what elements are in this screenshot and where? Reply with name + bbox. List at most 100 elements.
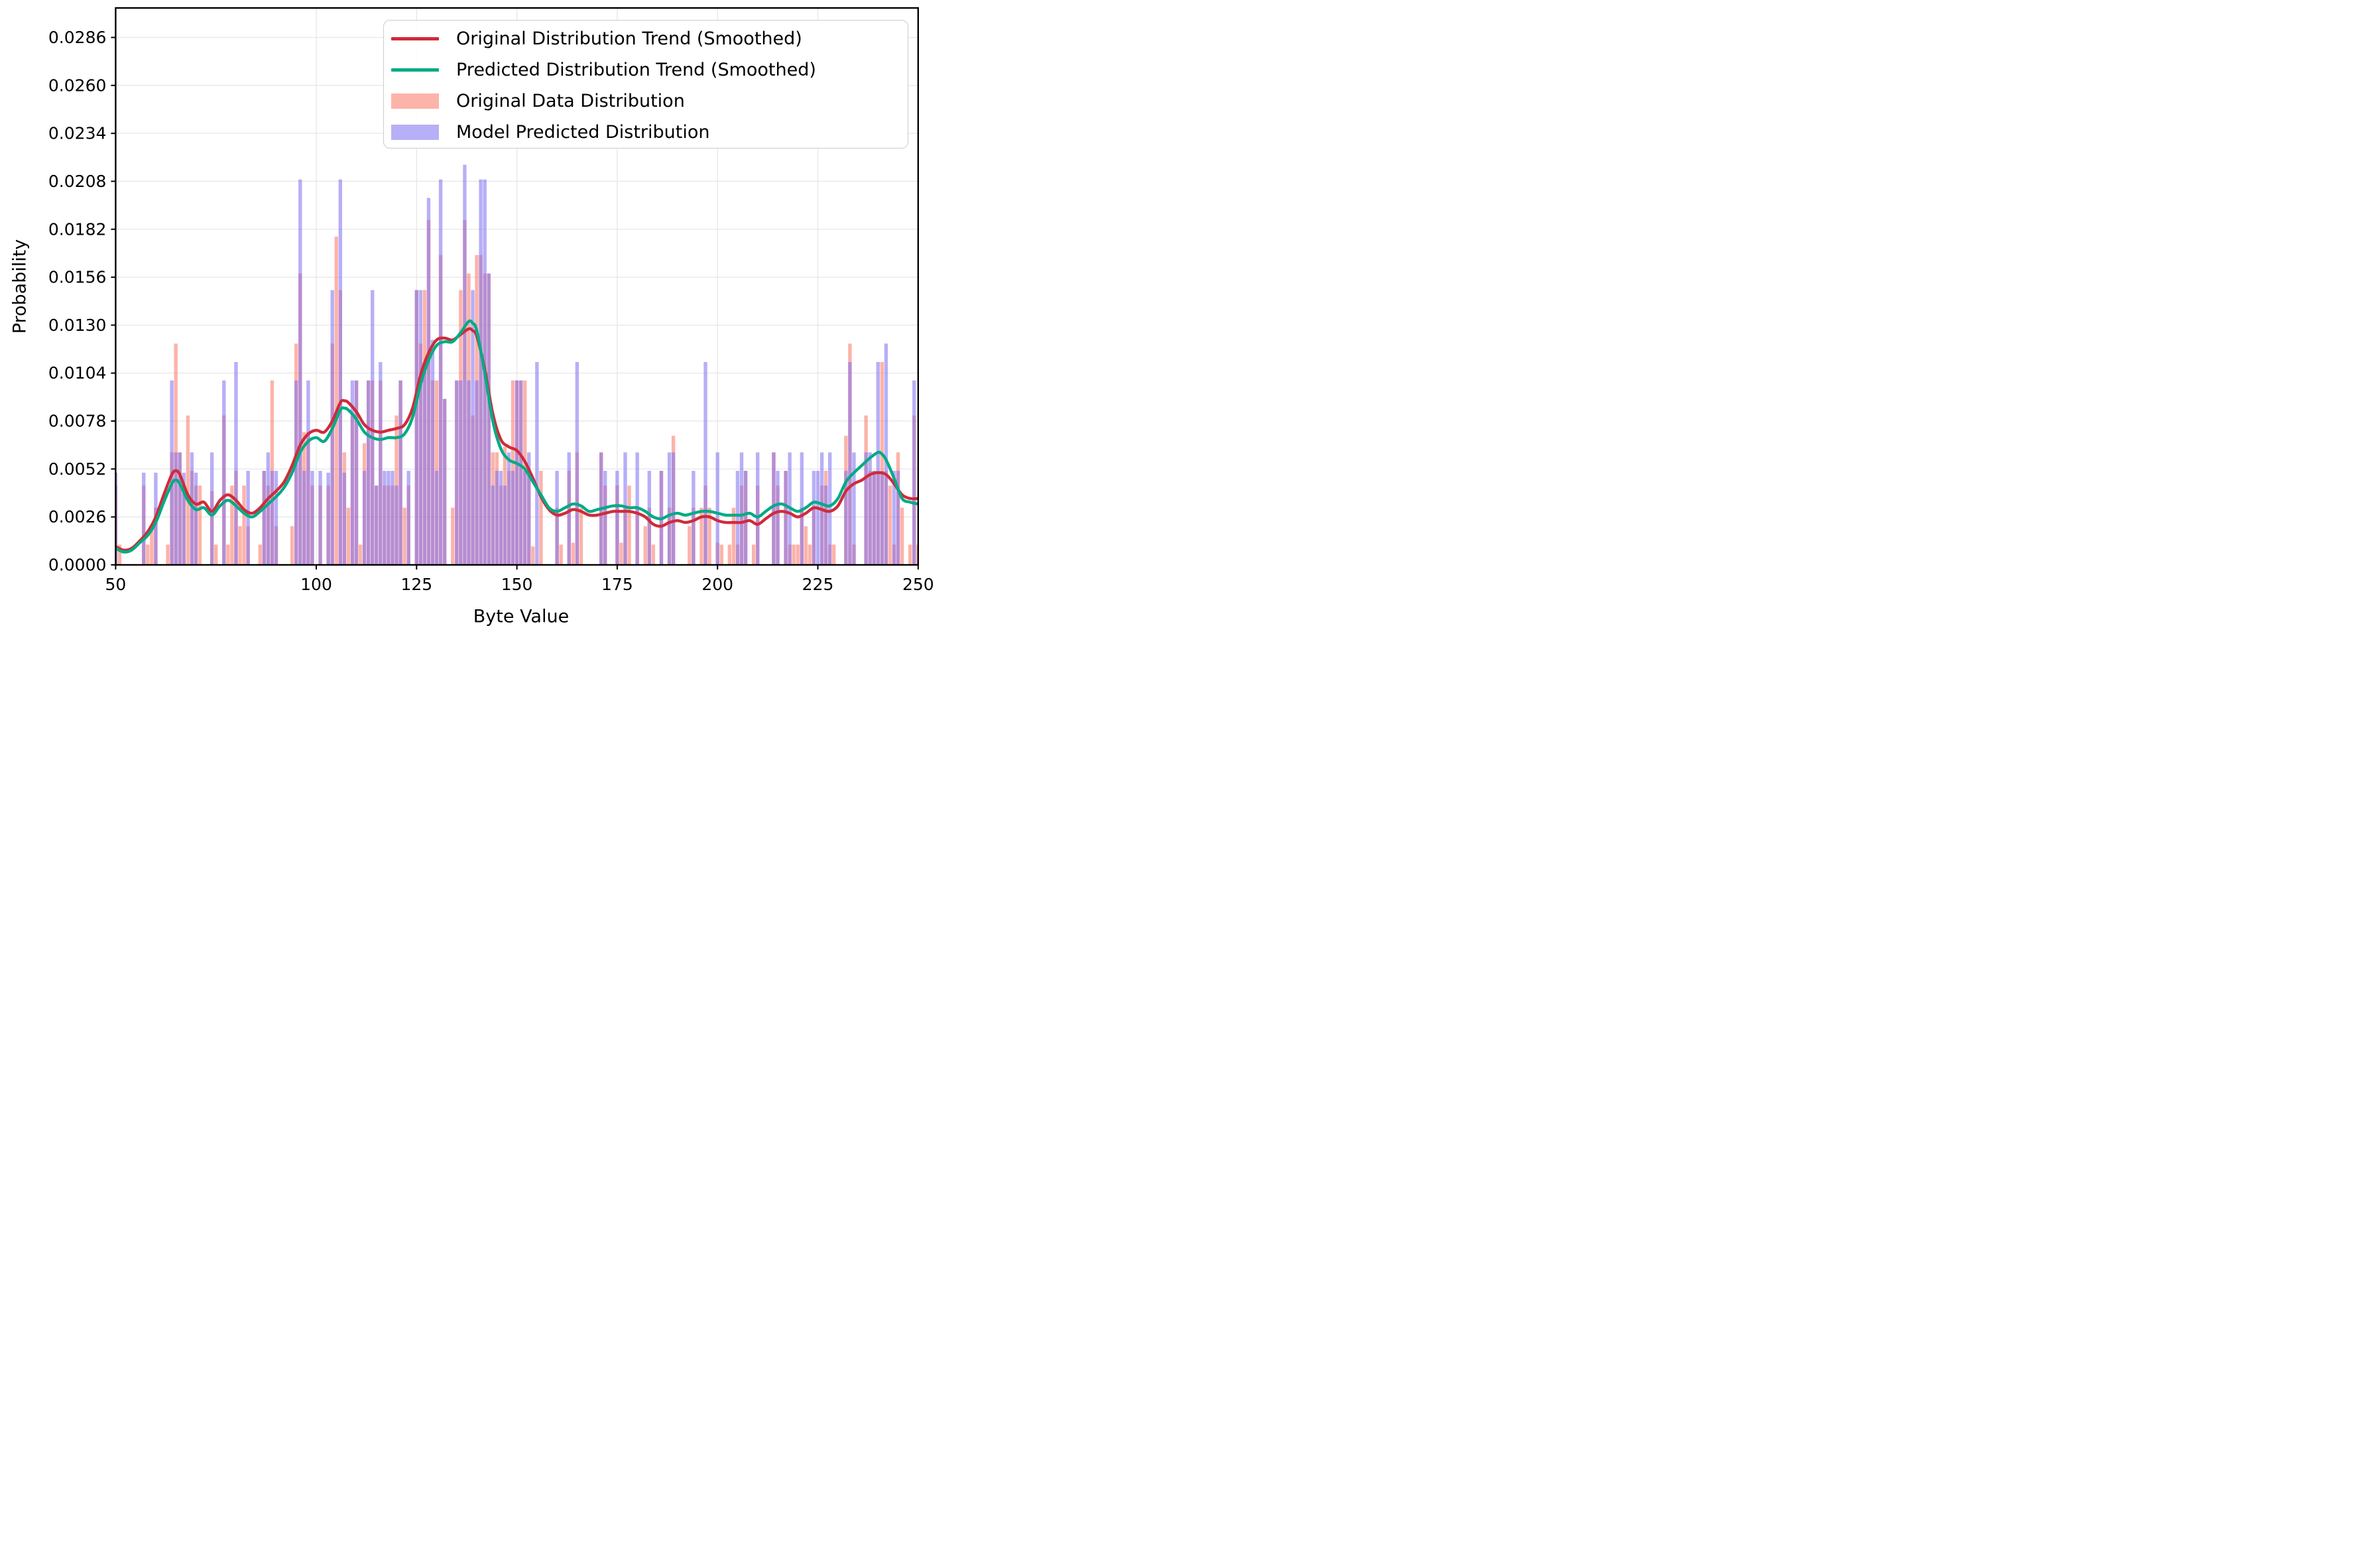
histogram-bar bbox=[222, 380, 226, 565]
histogram-bar bbox=[518, 380, 523, 565]
histogram-bar bbox=[491, 485, 495, 565]
histogram-bar bbox=[475, 380, 479, 565]
histogram-bar bbox=[880, 362, 884, 565]
histogram-bar bbox=[647, 471, 652, 565]
histogram-bar bbox=[651, 544, 656, 565]
histogram-bar bbox=[226, 544, 230, 565]
histogram-bar bbox=[198, 485, 202, 565]
y-tick-label: 0.0104 bbox=[48, 363, 106, 383]
histogram-bar bbox=[852, 452, 856, 565]
histogram-bar bbox=[342, 472, 347, 565]
original-trend-line-swatch-icon bbox=[391, 37, 439, 40]
legend-label: Original Distribution Trend (Smoothed) bbox=[456, 28, 802, 49]
histogram-bar bbox=[146, 544, 150, 565]
histogram-bar bbox=[735, 471, 740, 565]
histogram-bar bbox=[274, 471, 278, 565]
histogram-bar bbox=[671, 452, 676, 565]
histogram-bar bbox=[238, 526, 242, 565]
histogram-bar bbox=[908, 544, 912, 565]
histogram-bar bbox=[414, 290, 418, 565]
histogram-bar bbox=[383, 471, 387, 565]
histogram-bar bbox=[318, 471, 322, 565]
histogram-bar bbox=[892, 471, 896, 565]
y-tick-label: 0.0208 bbox=[48, 172, 106, 191]
histogram-bar bbox=[812, 471, 816, 565]
legend-item-original-bars: Original Data Distribution bbox=[384, 86, 908, 117]
histogram-bar bbox=[739, 452, 744, 565]
histogram-bar bbox=[362, 471, 367, 565]
histogram-bar bbox=[692, 471, 696, 565]
histogram-bar bbox=[471, 290, 475, 565]
histogram-bar bbox=[451, 507, 455, 565]
y-tick-label: 0.0052 bbox=[48, 459, 106, 479]
histogram-bar bbox=[442, 398, 447, 565]
histogram-bar bbox=[455, 380, 459, 565]
histogram-bar bbox=[792, 544, 796, 565]
histogram-bar bbox=[242, 485, 246, 565]
histogram-bar bbox=[463, 164, 467, 565]
histogram-bar bbox=[499, 471, 503, 565]
histogram-bar bbox=[703, 362, 707, 565]
histogram-bar bbox=[796, 544, 800, 565]
histogram-bar bbox=[623, 452, 627, 565]
histogram-bar bbox=[194, 472, 198, 565]
original-trend-line bbox=[115, 327, 918, 552]
histogram-bar bbox=[434, 471, 439, 565]
histogram-bar bbox=[174, 452, 178, 565]
histogram-bar bbox=[808, 544, 812, 565]
histogram-bar bbox=[366, 380, 371, 565]
histogram-bar bbox=[667, 452, 672, 565]
histogram-bar bbox=[214, 544, 218, 565]
histogram-bar bbox=[270, 471, 274, 565]
histogram-bar bbox=[804, 526, 808, 565]
histogram-bar bbox=[848, 362, 852, 565]
histogram-bar bbox=[559, 544, 563, 565]
y-axis-title: Probability bbox=[9, 239, 30, 334]
original-trend-line-path bbox=[115, 327, 918, 552]
histogram-bar bbox=[115, 472, 118, 565]
histogram-bar bbox=[900, 507, 904, 565]
histogram-bar bbox=[210, 452, 214, 565]
histogram-bar bbox=[258, 544, 262, 565]
histogram-bar bbox=[880, 471, 884, 565]
histogram-bar bbox=[876, 362, 880, 565]
y-tick-label: 0.0260 bbox=[48, 76, 106, 95]
histogram-bar bbox=[182, 472, 186, 565]
histogram-bar bbox=[503, 485, 507, 565]
y-tick-label: 0.0130 bbox=[48, 316, 106, 335]
histogram-bar bbox=[430, 339, 435, 565]
histogram-bar bbox=[719, 544, 723, 565]
histogram-bar bbox=[418, 290, 423, 565]
histogram-bar bbox=[816, 471, 820, 565]
histogram-bar bbox=[150, 526, 154, 565]
histogram-bar bbox=[262, 471, 267, 565]
histogram-bar bbox=[379, 362, 383, 565]
histogram-bar bbox=[523, 471, 527, 565]
histogram-bar bbox=[575, 362, 579, 565]
histogram-bar bbox=[772, 452, 776, 565]
histogram-bar bbox=[298, 179, 302, 565]
histogram-bar bbox=[615, 471, 619, 565]
histogram-bar bbox=[350, 380, 355, 565]
histogram-bar bbox=[246, 471, 250, 565]
histogram-bar bbox=[531, 546, 535, 565]
original-bars-patch-swatch-icon bbox=[391, 93, 439, 109]
x-tick-label: 200 bbox=[701, 575, 733, 594]
histogram-bar bbox=[394, 485, 398, 565]
histogram-bar bbox=[166, 544, 170, 565]
histogram-bar bbox=[511, 471, 515, 565]
histogram-bar bbox=[888, 485, 892, 565]
x-tick-label: 225 bbox=[802, 575, 834, 594]
histogram-bar bbox=[539, 471, 543, 565]
histogram-bar bbox=[868, 452, 872, 565]
legend-label: Original Data Distribution bbox=[456, 90, 685, 111]
histogram-bar bbox=[715, 452, 719, 565]
legend-item-predicted-bars: Model Predicted Distribution bbox=[384, 117, 908, 148]
histogram-bar bbox=[406, 471, 410, 565]
histogram-bar bbox=[579, 507, 583, 565]
histogram-bar bbox=[827, 452, 832, 565]
legend-item-original-trend: Original Distribution Trend (Smoothed) bbox=[384, 23, 908, 54]
histogram-bar bbox=[371, 290, 375, 565]
histogram-bar bbox=[699, 507, 703, 565]
histogram-bar bbox=[776, 471, 780, 565]
